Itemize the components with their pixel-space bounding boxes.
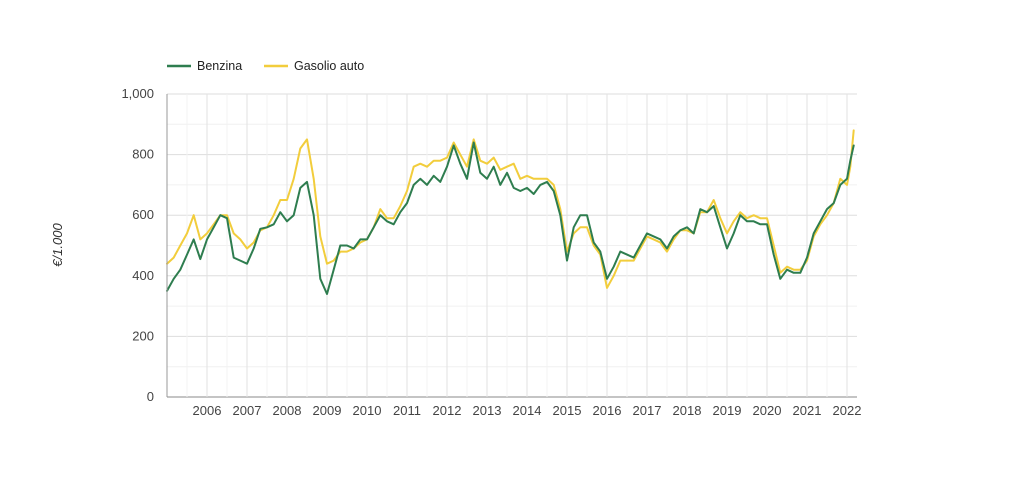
x-tick-label: 2016 bbox=[593, 403, 622, 418]
x-tick-label: 2006 bbox=[193, 403, 222, 418]
legend-item-benzina[interactable]: Benzina bbox=[167, 59, 242, 73]
x-tick-label: 2014 bbox=[513, 403, 542, 418]
series-line-gasolio-auto bbox=[166, 129, 855, 289]
chart-grid bbox=[167, 93, 857, 398]
series-line-benzina bbox=[166, 141, 855, 295]
x-tick-label: 2011 bbox=[393, 403, 421, 418]
legend-label: Gasolio auto bbox=[294, 59, 364, 73]
x-tick-label: 2020 bbox=[753, 403, 782, 418]
chart-legend[interactable]: Benzina Gasolio auto bbox=[167, 59, 364, 73]
y-tick-label: 400 bbox=[132, 268, 154, 283]
x-tick-label: 2010 bbox=[353, 403, 382, 418]
x-tick-label: 2015 bbox=[553, 403, 582, 418]
y-tick-label: 0 bbox=[147, 389, 154, 404]
x-tick-label: 2018 bbox=[673, 403, 702, 418]
x-tick-label: 2019 bbox=[713, 403, 742, 418]
y-tick-label: 600 bbox=[132, 207, 154, 222]
legend-label: Benzina bbox=[197, 59, 242, 73]
y-tick-label: 200 bbox=[132, 328, 154, 343]
x-tick-label: 2021 bbox=[793, 403, 822, 418]
y-axis-label: €/1.000 bbox=[50, 223, 65, 267]
y-tick-label: 1,000 bbox=[121, 86, 154, 101]
x-tick-label: 2007 bbox=[233, 403, 262, 418]
chart-axes: 0 200 400 600 800 1,000 2006 2007 2008 2009 2010 20… bbox=[121, 86, 861, 418]
chart-series bbox=[166, 129, 855, 295]
x-tick-label: 2022 bbox=[833, 403, 862, 418]
x-tick-label: 2013 bbox=[473, 403, 502, 418]
x-tick-label: 2012 bbox=[433, 403, 462, 418]
x-tick-label: 2017 bbox=[633, 403, 662, 418]
y-tick-label: 800 bbox=[132, 147, 154, 162]
x-tick-label: 2009 bbox=[313, 403, 342, 418]
legend-item-gasolio-auto[interactable]: Gasolio auto bbox=[264, 59, 364, 73]
x-tick-label: 2008 bbox=[273, 403, 302, 418]
